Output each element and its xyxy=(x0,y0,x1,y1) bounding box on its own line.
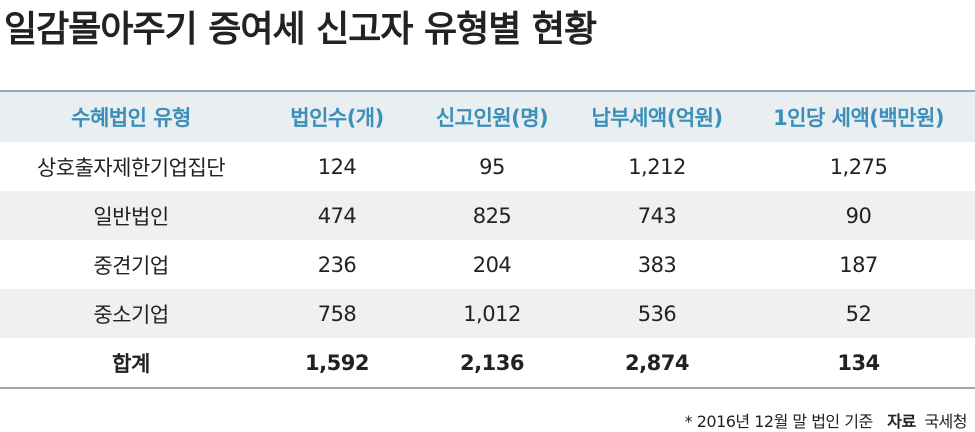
cell: 474 xyxy=(317,203,357,228)
cell: 825 xyxy=(472,203,512,228)
cell: 124 xyxy=(317,154,357,179)
cell: 134 xyxy=(837,350,880,375)
row-label: 중소기업 xyxy=(93,302,169,327)
cell: 신고인원(명) xyxy=(435,106,549,130)
note: * 2016년 12월 말 법인 기준 xyxy=(684,412,874,431)
row-label: 수혜법인 유형 xyxy=(71,106,191,130)
table: 수혜법인 유형 법인수(개) 신고인원(명) 납부세액(억원) 1인당 세액(백만원) 상… xyxy=(0,90,975,389)
cell: 743 xyxy=(637,203,677,228)
cell: 236 xyxy=(317,252,357,277)
cell: 1,012 xyxy=(463,301,521,326)
row-label: 일반법인 xyxy=(93,204,169,229)
cell: 1,275 xyxy=(829,154,888,179)
cell: 204 xyxy=(472,252,512,277)
cell: 95 xyxy=(479,154,505,179)
cell: 2,874 xyxy=(625,350,689,375)
table-row: 중소기업 758 1,012 536 52 xyxy=(0,289,975,338)
header-row: 수혜법인 유형 법인수(개) 신고인원(명) 납부세액(억원) 1인당 세액(백만원) xyxy=(0,92,975,142)
cell: 납부세액(억원) xyxy=(591,106,723,130)
cell: 52 xyxy=(845,301,872,326)
row-label: 합계 xyxy=(112,351,150,376)
row-label: 중견기업 xyxy=(93,253,169,278)
footnote: * 2016년 12월 말 법인 기준 자료 국세청 xyxy=(684,408,968,432)
title: 일감몰아주기 증여세 신고자 유형별 현황 xyxy=(4,9,597,50)
source-label: 자료 xyxy=(887,412,916,431)
source: 국세청 xyxy=(924,412,967,431)
cell: 90 xyxy=(845,203,872,228)
total-row: 합계 1,592 2,136 2,874 134 xyxy=(0,338,975,387)
table-row: 상호출자제한기업집단 124 95 1,212 1,275 xyxy=(0,142,975,191)
table-row: 중견기업 236 204 383 187 xyxy=(0,240,975,289)
cell: 187 xyxy=(839,252,878,277)
cell: 536 xyxy=(637,301,677,326)
cell: 1,212 xyxy=(628,154,686,179)
cell: 1인당 세액(백만원) xyxy=(773,106,944,130)
cell: 법인수(개) xyxy=(290,106,384,130)
cell: 1,592 xyxy=(305,350,369,375)
row-label: 상호출자제한기업집단 xyxy=(36,155,226,180)
cell: 2,136 xyxy=(460,350,524,375)
table-row: 일반법인 474 825 743 90 xyxy=(0,191,975,240)
cell: 758 xyxy=(317,301,357,326)
cell: 383 xyxy=(637,252,677,277)
